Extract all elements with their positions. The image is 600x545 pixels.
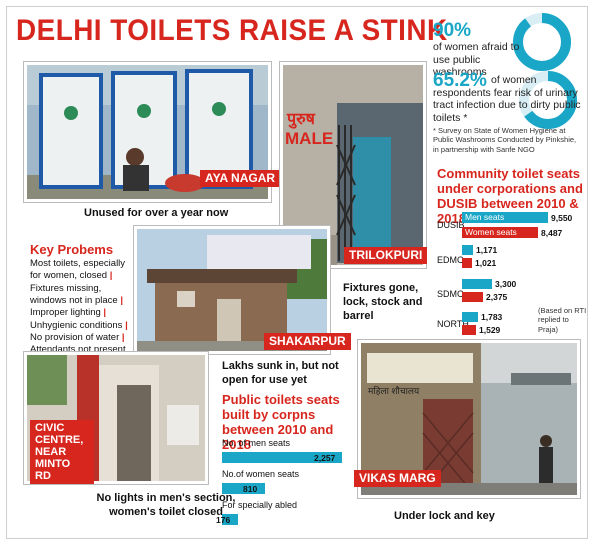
value-north-women: 1,529 (479, 325, 501, 335)
tag-vikas-marg: VIKAS MARG (354, 470, 441, 488)
value-dusib-women: 8,487 (541, 228, 563, 238)
stat-65-percent: 65.2% (433, 70, 487, 91)
bar-label-women: Women seats (465, 227, 517, 237)
vikas-marg-illustration (361, 343, 577, 495)
photo-trilokpuri (280, 62, 426, 268)
corp-label-dusib: DUSIB (437, 220, 465, 230)
bar-north-women (462, 325, 476, 335)
public-title: Public toilets seats built by corpns bet… (222, 392, 340, 452)
sign-male: MALE (285, 129, 334, 148)
donut-90-icon (513, 13, 571, 71)
bar-sdmc-women (462, 292, 483, 302)
caption-trilokpuri: Fixtures gone, lock, stock and barrel (343, 282, 423, 322)
stat-90-percent: 90% (433, 20, 472, 41)
value-sdmc-women: 2,375 (486, 292, 508, 302)
photo-shakarpur (134, 226, 330, 354)
stat-90-text: of women afraid to use public washrooms (433, 41, 520, 79)
bar-edmc-women (462, 258, 472, 268)
bar-public-abled (222, 514, 238, 525)
tag-shakarpur: SHAKARPUR (264, 333, 351, 351)
trilokpuri-illustration (283, 65, 423, 265)
value-public-abled: 176 (216, 515, 231, 525)
bar-dusib-women: Women seats (462, 227, 538, 238)
rti-note: (Based on RTI replied to Praja) (538, 306, 587, 334)
corp-label-north: NORTH (437, 319, 469, 329)
problem-item: Most toilets, especially for women, clos… (30, 258, 126, 282)
value-edmc-women: 1,021 (475, 258, 497, 268)
caption-aya-nagar: Unused for over a year now (84, 207, 229, 219)
vikas-sign-hindi: महिला शौचालय (368, 386, 420, 396)
sign-hindi: पुरुष (287, 111, 315, 128)
key-problems-list: Most toilets, especially for women, clos… (30, 258, 128, 356)
problem-item: Fixtures missing, windows not in place (30, 282, 118, 307)
public-abled-label: For specially abled (222, 500, 298, 510)
problem-item: Unhygienic conditions (30, 319, 123, 331)
value-edmc-men: 1,171 (476, 245, 498, 255)
value-dusib-men: 9,550 (551, 213, 573, 223)
value-sdmc-men: 3,300 (495, 279, 517, 289)
stat-65-text: of women respondents fear risk of urinar… (433, 74, 581, 124)
public-men-label: No. of men seats (222, 438, 291, 448)
bar-public-women (222, 483, 265, 494)
bar-dusib-men: Men seats (462, 212, 548, 223)
tag-trilokpuri: TRILOKPURI (344, 247, 428, 265)
value-public-men: 2,257 (314, 453, 336, 463)
problem-item: No provision of water (30, 332, 120, 344)
problem-item: Improper lighting (30, 307, 101, 319)
key-problems-title: Key Probems (30, 242, 114, 257)
photo-civic-centre (24, 352, 208, 484)
headline: DELHI TOILETS RAISE A STINK (16, 14, 448, 47)
photo-aya-nagar (24, 62, 271, 202)
shakarpur-illustration (137, 229, 327, 351)
donut-65-icon (519, 71, 577, 129)
tag-civic-centre: CIVIC CENTRE, NEAR MINTO RD (30, 420, 94, 485)
value-north-men: 1,783 (481, 312, 503, 322)
civic-centre-illustration (27, 355, 205, 481)
tag-aya-nagar: AYA NAGAR (200, 170, 281, 188)
value-public-women: 810 (243, 484, 258, 494)
public-women-label: No.of women seats (222, 469, 300, 479)
bar-public-men (222, 452, 342, 463)
survey-footnote: * Survey on State of Women Hygiene at Pu… (433, 126, 577, 154)
caption-civic-centre: No lights in men's section, women's toil… (96, 492, 236, 518)
corp-label-edmc: EDMC (437, 255, 464, 265)
bar-sdmc-men (462, 279, 492, 289)
bar-edmc-men (462, 245, 473, 255)
corp-label-sdmc: SDMC (437, 289, 464, 299)
aya-nagar-illustration (27, 65, 268, 199)
community-title: Community toilet seats under corporation… (437, 166, 583, 226)
problem-item: Attendants not present (30, 344, 126, 356)
bar-north-men (462, 312, 478, 322)
caption-shakarpur: Lakhs sunk in, but not open for use yet (222, 360, 339, 386)
bar-label-men: Men seats (465, 212, 505, 222)
caption-vikas-marg: Under lock and key (394, 510, 495, 522)
